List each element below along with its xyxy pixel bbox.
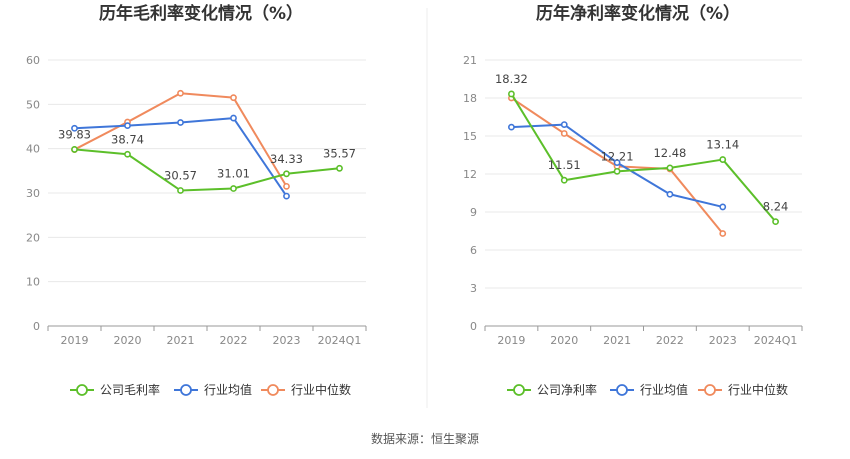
y-tick-label: 21	[463, 54, 477, 67]
y-tick-label: 9	[470, 206, 477, 219]
data-point	[177, 89, 184, 97]
x-tick-label: 2022	[656, 334, 684, 347]
data-point	[283, 192, 290, 200]
data-point	[719, 156, 727, 163]
x-tick-label: 2019	[497, 334, 525, 347]
data-point	[230, 114, 237, 122]
x-tick-label: 2023	[709, 334, 737, 347]
data-label: 34.33	[270, 152, 303, 166]
data-point	[508, 123, 515, 131]
x-tick-label: 2021	[167, 334, 195, 347]
data-label: 12.21	[601, 149, 634, 163]
series-line-行业均值	[74, 117, 288, 197]
data-point	[719, 203, 727, 211]
series-line-公司毛利率	[74, 148, 340, 192]
legend-marker	[704, 384, 716, 396]
data-label: 12.48	[653, 146, 686, 160]
data-point	[560, 130, 568, 137]
data-point	[560, 176, 568, 184]
y-tick-label: 0	[470, 320, 477, 333]
y-tick-label: 30	[26, 187, 40, 200]
legend-label: 公司毛利率	[100, 382, 160, 397]
data-point	[719, 230, 727, 237]
data-point	[124, 150, 131, 158]
y-tick-label: 0	[33, 320, 40, 333]
data-label: 30.57	[164, 168, 197, 182]
legend-marker	[616, 384, 628, 396]
y-tick-label: 60	[26, 54, 40, 67]
y-tick-label: 3	[470, 282, 477, 295]
data-point	[508, 90, 515, 98]
x-tick-label: 2020	[550, 334, 578, 347]
legend-marker	[180, 384, 192, 396]
data-label: 38.74	[111, 132, 144, 146]
legend-marker	[267, 384, 279, 396]
data-label: 31.01	[217, 167, 250, 181]
series-line-公司净利率	[510, 93, 777, 223]
data-label: 18.32	[495, 72, 528, 86]
x-tick-label: 2022	[220, 334, 248, 347]
legend-label: 行业中位数	[728, 382, 788, 397]
x-tick-label: 2024Q1	[318, 334, 362, 347]
data-point	[230, 185, 237, 192]
chart-title: 历年净利率变化情况（%）	[536, 3, 740, 24]
data-label: 13.14	[706, 138, 739, 152]
data-point	[666, 164, 674, 172]
x-tick-label: 2021	[603, 334, 631, 347]
data-point	[71, 146, 78, 153]
data-label: 11.51	[548, 158, 581, 172]
data-label: 35.57	[323, 146, 356, 160]
chart-panel-1: 历年毛利率变化情况（%） 0 10 20 30 40 50 60 2019 2020 2021 202…	[26, 3, 367, 397]
data-point	[772, 218, 779, 226]
y-tick-label: 50	[26, 98, 40, 111]
y-tick-label: 18	[463, 92, 477, 105]
x-tick-label: 2023	[273, 334, 301, 347]
data-point	[177, 119, 184, 126]
x-tick-label: 2020	[114, 334, 142, 347]
x-tick-label: 2019	[61, 334, 89, 347]
legend-marker	[76, 384, 88, 396]
source-caption: 数据来源：恒生聚源	[371, 431, 479, 446]
data-point	[613, 159, 621, 166]
data-label: 39.83	[58, 127, 91, 141]
data-point	[613, 167, 621, 175]
data-point	[336, 164, 343, 172]
data-label: 8.24	[763, 200, 789, 214]
y-tick-label: 15	[463, 130, 477, 143]
data-point	[230, 94, 237, 102]
data-point	[177, 187, 184, 194]
data-point	[666, 190, 674, 198]
chart-title: 历年毛利率变化情况（%）	[99, 3, 303, 24]
x-tick-label: 2024Q1	[754, 334, 798, 347]
legend-label: 行业均值	[204, 382, 252, 397]
data-point	[283, 170, 290, 178]
legend-label: 公司净利率	[537, 382, 597, 397]
y-tick-label: 6	[470, 244, 477, 257]
y-tick-label: 12	[463, 168, 477, 181]
legend-label: 行业中位数	[291, 382, 351, 397]
data-point	[560, 121, 568, 128]
legend-label: 行业均值	[640, 382, 688, 397]
data-point	[283, 182, 290, 190]
legend-marker	[513, 384, 525, 396]
data-point	[124, 122, 131, 130]
data-point	[71, 124, 78, 132]
y-tick-label: 10	[26, 276, 40, 289]
y-tick-label: 40	[26, 143, 40, 156]
chart-panel-2: 历年净利率变化情况（%） 0 3 6 9 12 15 18 21 2019 2020 2021 2022…	[463, 3, 803, 397]
y-tick-label: 20	[26, 231, 40, 244]
